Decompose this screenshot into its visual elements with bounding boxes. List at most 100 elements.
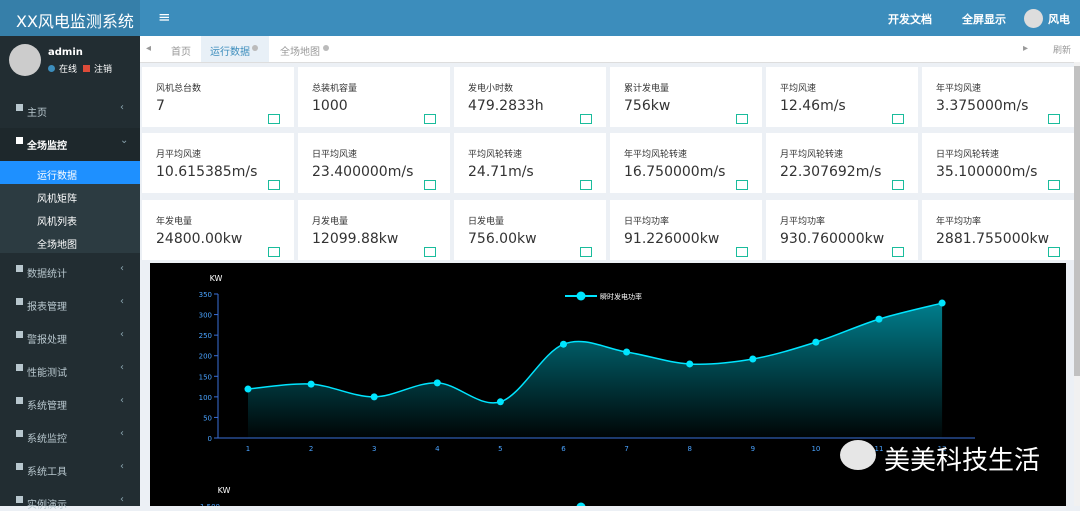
card-icon — [268, 114, 280, 124]
point — [938, 299, 946, 307]
user-status: 在线 — [59, 65, 78, 75]
card-label: 平均风轮转速 — [468, 150, 523, 160]
menu-item[interactable]: 主页 — [27, 108, 47, 119]
y-tick-label: 150 — [199, 373, 212, 381]
menu-arrow: ⌄ — [120, 135, 129, 146]
card-icon — [736, 180, 748, 190]
card-value: 756.00kw — [468, 231, 537, 247]
menu-toggle[interactable]: ≡ — [158, 8, 171, 26]
card-value: 16.750000m/s — [624, 164, 726, 180]
x-tick-label: 7 — [624, 445, 628, 453]
card-icon — [268, 180, 280, 190]
menu-arrow: ‹ — [120, 494, 124, 505]
card-label: 日发电量 — [468, 217, 505, 227]
header-link[interactable]: 全屏显示 — [962, 13, 1006, 26]
submenu-item[interactable]: 风机矩阵 — [37, 194, 77, 205]
avatar — [1024, 9, 1043, 28]
menu-item[interactable]: 警报处理 — [27, 335, 67, 346]
menu-item[interactable]: 系统监控 — [27, 434, 67, 445]
tab[interactable]: 全场地图 — [280, 47, 320, 58]
logo-area — [0, 0, 140, 36]
menu-arrow: ‹ — [120, 329, 124, 340]
card-label: 年平均风速 — [936, 84, 982, 94]
tab[interactable]: 运行数据 — [210, 47, 250, 58]
stat-card: 平均风速 12.46m/s — [766, 67, 918, 127]
card-icon — [892, 247, 904, 257]
y-tick-label: 350 — [199, 291, 212, 299]
point — [370, 393, 378, 401]
tab-nav-left[interactable]: ◂ — [146, 43, 152, 54]
card-value: 24.71m/s — [468, 164, 534, 180]
card-label: 日平均功率 — [624, 217, 670, 227]
menu-arrow: ‹ — [120, 395, 124, 406]
card-label: 日平均风轮转速 — [936, 150, 1000, 160]
menu-icon — [16, 430, 23, 437]
stat-card: 风机总台数 7 — [142, 67, 294, 127]
top-bar — [140, 0, 1080, 36]
y-tick-label: 100 — [199, 394, 212, 402]
submenu-item[interactable]: 运行数据 — [37, 171, 77, 182]
card-value: 35.100000m/s — [936, 164, 1038, 180]
submenu-item[interactable]: 风机列表 — [37, 217, 77, 228]
card-label: 月发电量 — [312, 217, 349, 227]
menu-arrow: ‹ — [120, 428, 124, 439]
tab-close[interactable] — [252, 45, 258, 51]
point — [433, 379, 441, 387]
header-user[interactable]: 风电 — [1048, 13, 1070, 26]
scroll-thumb[interactable] — [1074, 66, 1080, 376]
stat-card: 年平均风轮转速 16.750000m/s — [610, 133, 762, 193]
card-value: 1000 — [312, 98, 348, 114]
card-icon — [1048, 247, 1060, 257]
menu-item[interactable]: 实例演示 — [27, 500, 67, 511]
card-icon — [580, 180, 592, 190]
tab-nav-right[interactable]: ▸ — [1023, 43, 1029, 54]
scrollbar — [1074, 62, 1080, 506]
y-tick-label: 250 — [199, 332, 212, 340]
tab[interactable]: 首页 — [171, 47, 191, 58]
card-icon — [736, 247, 748, 257]
header-link[interactable]: 开发文档 — [888, 13, 932, 26]
submenu-item[interactable]: 全场地图 — [37, 240, 77, 251]
point — [812, 338, 820, 346]
point — [560, 340, 567, 348]
x-tick-label: 6 — [561, 445, 566, 453]
card-icon — [424, 114, 436, 124]
card-icon — [580, 247, 592, 257]
tab-close[interactable] — [323, 45, 329, 51]
submenu-active — [0, 161, 140, 184]
card-icon — [580, 114, 592, 124]
menu-icon — [16, 104, 23, 111]
card-label: 年平均风轮转速 — [624, 150, 688, 160]
tab-refresh[interactable]: 刷新 — [1053, 46, 1072, 56]
card-icon — [424, 247, 436, 257]
user-avatar — [9, 44, 41, 76]
user-logout[interactable]: 注销 — [94, 65, 113, 75]
status-dot — [48, 65, 55, 72]
card-value: 7 — [156, 98, 165, 114]
card-value: 756kw — [624, 98, 671, 114]
stat-card: 累计发电量 756kw — [610, 67, 762, 127]
menu-icon — [16, 463, 23, 470]
menu-arrow: ‹ — [120, 362, 124, 373]
card-value: 930.760000kw — [780, 231, 885, 247]
menu-item[interactable]: 系统工具 — [27, 467, 67, 478]
card-icon — [424, 180, 436, 190]
menu-item[interactable]: 数据统计 — [27, 269, 67, 280]
tab-bar — [140, 36, 1080, 63]
x-tick-label: 1 — [246, 445, 250, 453]
legend-marker — [576, 502, 586, 506]
menu-item[interactable]: 全场监控 — [27, 141, 67, 152]
menu-item[interactable]: 系统管理 — [27, 401, 67, 412]
stat-card: 年平均风速 3.375000m/s — [922, 67, 1074, 127]
card-value: 24800.00kw — [156, 231, 243, 247]
x-tick-label: 11 — [875, 445, 884, 453]
card-label: 月平均风轮转速 — [780, 150, 844, 160]
menu-arrow: ‹ — [120, 102, 124, 113]
card-icon — [892, 114, 904, 124]
menu-open-bg — [0, 128, 140, 161]
menu-item[interactable]: 性能测试 — [27, 368, 67, 379]
menu-item[interactable]: 报表管理 — [27, 302, 67, 313]
card-value: 3.375000m/s — [936, 98, 1029, 114]
y-tick-label: 200 — [199, 353, 212, 361]
card-value: 12.46m/s — [780, 98, 846, 114]
